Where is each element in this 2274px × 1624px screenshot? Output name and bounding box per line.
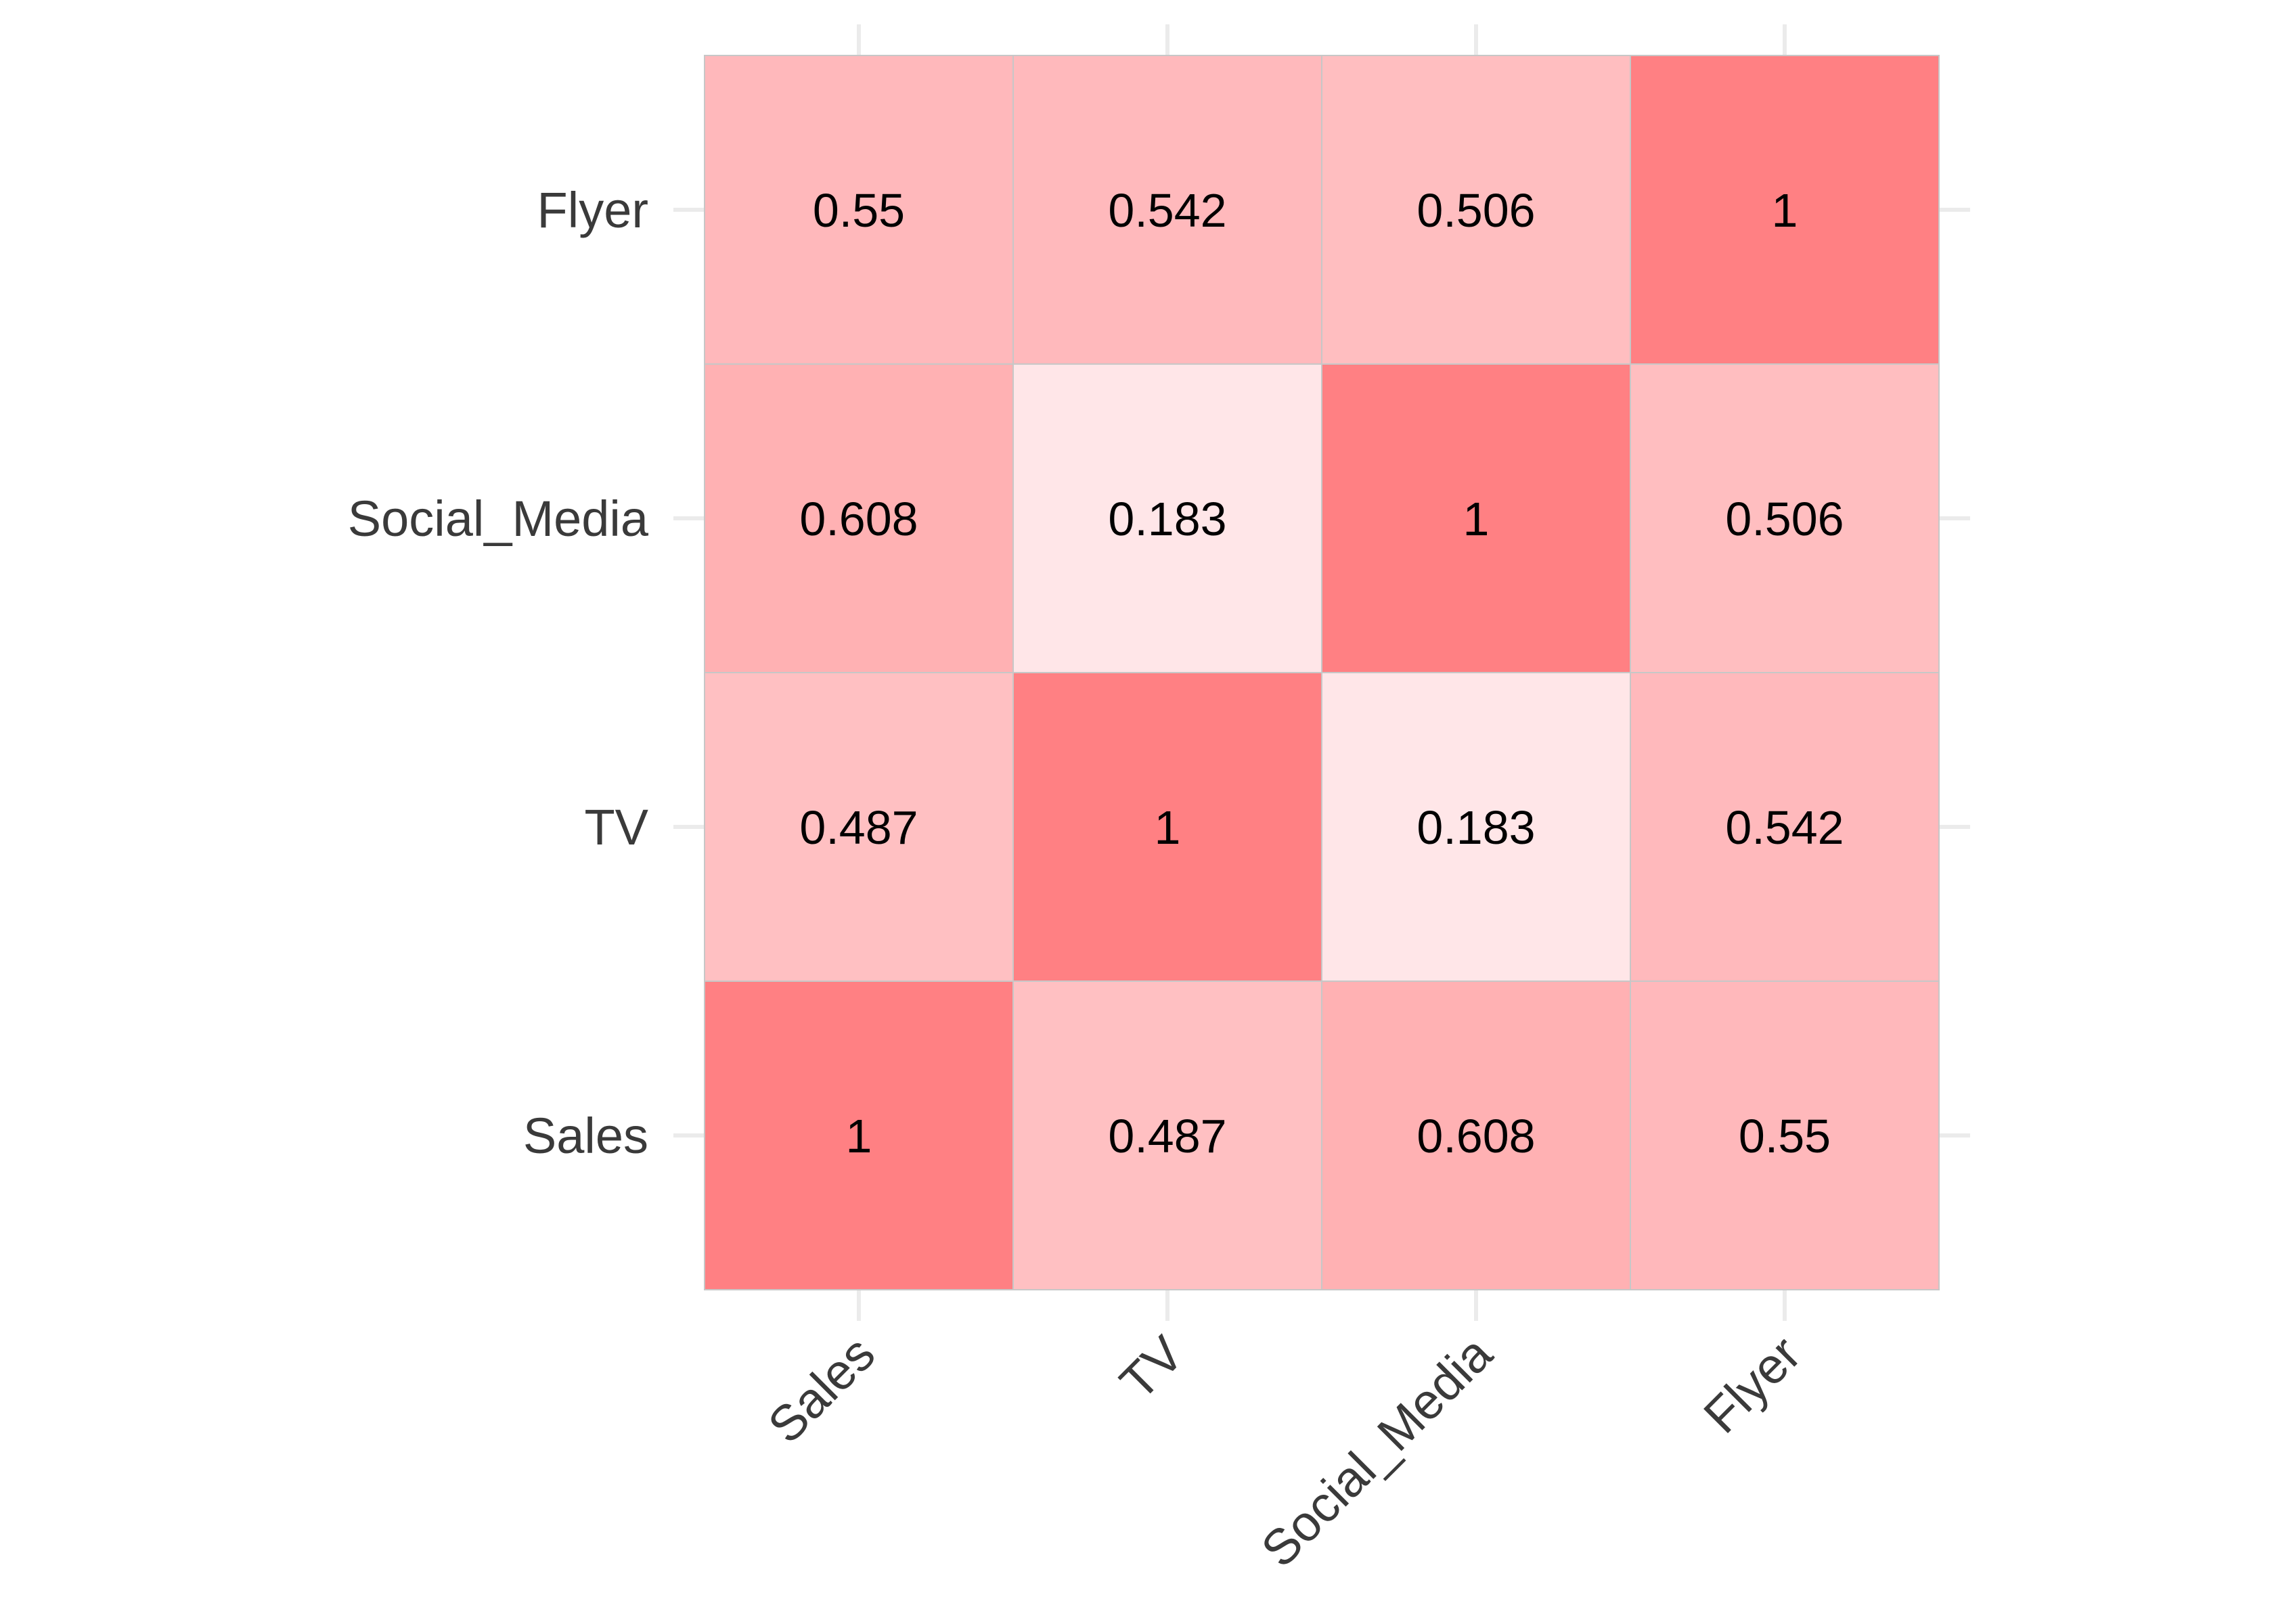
heatmap-cell-sales-flyer: [704, 55, 1014, 365]
cell-value-label-sales-sales: 1: [846, 1110, 872, 1163]
cell-value-label-social-media-flyer: 0.506: [1417, 184, 1535, 237]
heatmap-cell-tv-flyer: [1012, 55, 1322, 365]
heatmap-cell-flyer-flyer: [1630, 55, 1940, 365]
cell-value-label-flyer-social-media: 0.506: [1725, 493, 1844, 545]
cell-value-label-sales-social-media: 0.608: [799, 493, 918, 545]
x-tick-label-flyer: Flyer: [1693, 1326, 1811, 1444]
cell-value-label-sales-flyer: 0.55: [813, 184, 905, 237]
cell-value-label-tv-flyer: 0.542: [1108, 184, 1226, 237]
heatmap-cell-social-media-sales: [1321, 980, 1631, 1290]
heatmap-cell-sales-social-media: [704, 363, 1014, 673]
cell-value-label-tv-sales: 0.487: [1108, 1110, 1226, 1163]
cell-value-label-sales-tv: 0.487: [799, 801, 918, 854]
heatmap-cell-tv-tv: [1012, 672, 1322, 982]
x-tick-label-tv: TV: [1109, 1325, 1195, 1410]
cell-value-label-social-media-social-media: 1: [1463, 493, 1490, 545]
heatmap-cell-flyer-social-media: [1630, 363, 1940, 673]
cell-value-label-tv-social-media: 0.183: [1108, 493, 1226, 545]
x-tick-label-social-media: Social_Media: [1250, 1325, 1502, 1577]
y-tick-label-sales: Sales: [523, 1108, 648, 1164]
cell-value-label-social-media-sales: 0.608: [1417, 1110, 1535, 1163]
heatmap-cells: [704, 55, 1940, 1290]
heatmap-cell-social-media-social-media: [1321, 363, 1631, 673]
x-axis-tick-labels: Sales TV Social_Media Flyer: [757, 1325, 1812, 1577]
cell-value-label-tv-tv: 1: [1155, 801, 1181, 854]
y-tick-label-flyer: Flyer: [537, 182, 648, 238]
heatmap-cell-labels: 1 0.487 0.608 0.55 0.487 1 0.183 0.542 0.608 0.18…: [799, 184, 1844, 1163]
cell-value-label-flyer-tv: 0.542: [1725, 801, 1844, 854]
cell-value-label-flyer-flyer: 1: [1772, 184, 1798, 237]
y-tick-label-social-media: Social_Media: [348, 491, 649, 547]
x-tick-label-sales: Sales: [757, 1326, 886, 1454]
heatmap-cell-flyer-tv: [1630, 672, 1940, 982]
cell-value-label-flyer-sales: 0.55: [1739, 1110, 1831, 1163]
heatmap-cell-flyer-sales: [1630, 980, 1940, 1290]
heatmap-cell-sales-sales: [704, 980, 1014, 1290]
y-axis-tick-labels: Sales TV Social_Media Flyer: [348, 182, 649, 1164]
y-tick-label-tv: TV: [584, 799, 648, 855]
heatmap-cell-social-media-flyer: [1321, 55, 1631, 365]
cell-value-label-social-media-tv: 0.183: [1417, 801, 1535, 854]
heatmap-cell-tv-sales: [1012, 980, 1322, 1290]
